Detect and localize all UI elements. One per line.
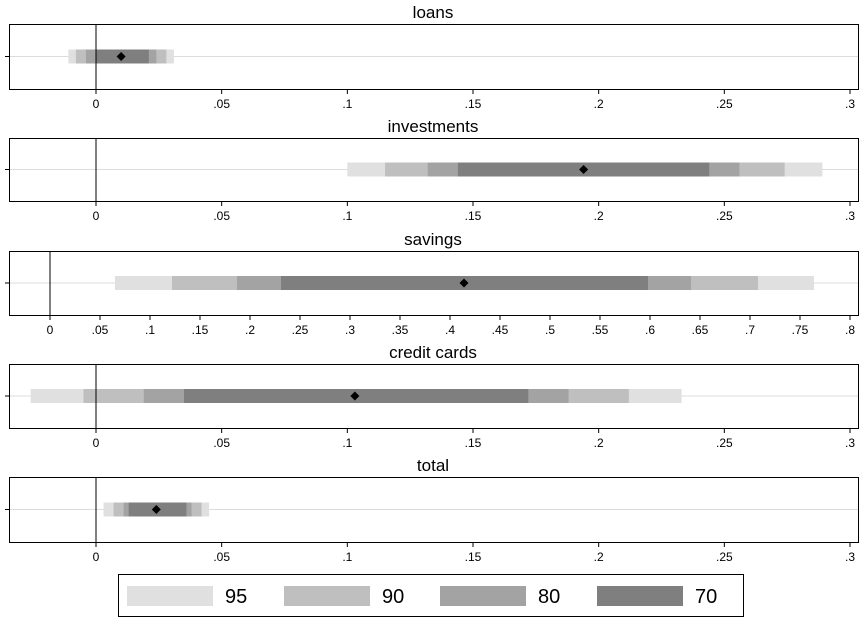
x-tick-label: .05 (213, 209, 230, 223)
x-tick-label: 0 (93, 550, 100, 564)
point-estimate-marker (579, 165, 589, 174)
x-tick-label: 0 (93, 209, 100, 223)
x-tick-label: .5 (545, 323, 555, 337)
legend-label-70: 70 (695, 586, 717, 608)
x-tick-label: .35 (392, 323, 409, 337)
point-estimate-marker (459, 278, 469, 288)
panel-savings: savings 0 .05 .1 .15 .2 .25 .3 .35 .4 .45 .5 .55 .6 .6… (5, 230, 859, 337)
panel-total: total 0 .05 .1 .15 .2 .25 .3 (5, 456, 859, 564)
x-tick-label: .25 (716, 550, 733, 564)
x-tick-label: .15 (192, 323, 209, 337)
x-tick-label: .3 (845, 97, 855, 111)
point-estimate-marker (350, 391, 360, 401)
x-tick-label: .15 (465, 436, 482, 450)
x-tick-label: .25 (716, 97, 733, 111)
x-tick-label: .45 (492, 323, 509, 337)
panel-title: savings (404, 230, 462, 249)
legend-label-95: 95 (225, 586, 247, 608)
x-tick-label: .25 (292, 323, 309, 337)
x-tick-label: 0 (93, 436, 100, 450)
x-tick-label: .15 (465, 209, 482, 223)
x-tick-label: .2 (594, 97, 604, 111)
x-tick-label: .15 (465, 550, 482, 564)
x-tick-label: .05 (213, 97, 230, 111)
x-tick-label: .2 (594, 436, 604, 450)
panel-title: loans (413, 3, 454, 22)
x-tick-label: .3 (845, 436, 855, 450)
legend-label-80: 80 (538, 586, 560, 608)
x-tick-label: .05 (92, 323, 109, 337)
legend-swatch-90 (284, 586, 370, 606)
x-tick-label: .8 (845, 323, 855, 337)
x-tick-label: .6 (645, 323, 655, 337)
x-tick-label: .25 (716, 209, 733, 223)
x-tick-label: .1 (145, 323, 155, 337)
panel-credit-cards: credit cards 0 .05 .1 .15 .2 .25 .3 (5, 343, 859, 450)
x-tick-label: .1 (342, 550, 352, 564)
x-tick-label: .1 (342, 97, 352, 111)
panel-loans: loans 0 .05 .1 .15 .2 .25 .3 (5, 3, 859, 111)
panel-title: credit cards (389, 343, 477, 362)
x-tick-label: 0 (93, 97, 100, 111)
x-tick-label: .05 (213, 436, 230, 450)
legend: 95 90 80 70 (118, 574, 744, 617)
panel-investments: investments 0 .05 .1 .15 .2 .25 .3 (5, 117, 859, 223)
x-tick-label: .75 (792, 323, 809, 337)
legend-swatch-95 (127, 586, 213, 606)
x-tick-label: .05 (213, 550, 230, 564)
legend-swatch-80 (440, 586, 526, 606)
x-tick-label: .55 (592, 323, 609, 337)
x-tick-label: .2 (594, 209, 604, 223)
x-tick-label: .3 (845, 209, 855, 223)
point-estimate-marker (151, 505, 161, 514)
panel-title: total (417, 456, 449, 475)
panel-title: investments (388, 117, 479, 136)
x-tick-label: .1 (342, 209, 352, 223)
x-tick-label: .3 (345, 323, 355, 337)
x-tick-label: .15 (465, 97, 482, 111)
x-tick-label: .3 (845, 550, 855, 564)
x-tick-label: .4 (445, 323, 455, 337)
x-tick-label: .2 (594, 550, 604, 564)
x-tick-label: .65 (692, 323, 709, 337)
legend-swatch-70 (597, 586, 683, 606)
x-tick-label: .1 (342, 436, 352, 450)
x-tick-label: 0 (47, 323, 54, 337)
point-estimate-marker (116, 52, 126, 61)
x-tick-label: .7 (745, 323, 755, 337)
legend-label-90: 90 (382, 586, 404, 608)
x-tick-label: .2 (245, 323, 255, 337)
x-tick-label: .25 (716, 436, 733, 450)
